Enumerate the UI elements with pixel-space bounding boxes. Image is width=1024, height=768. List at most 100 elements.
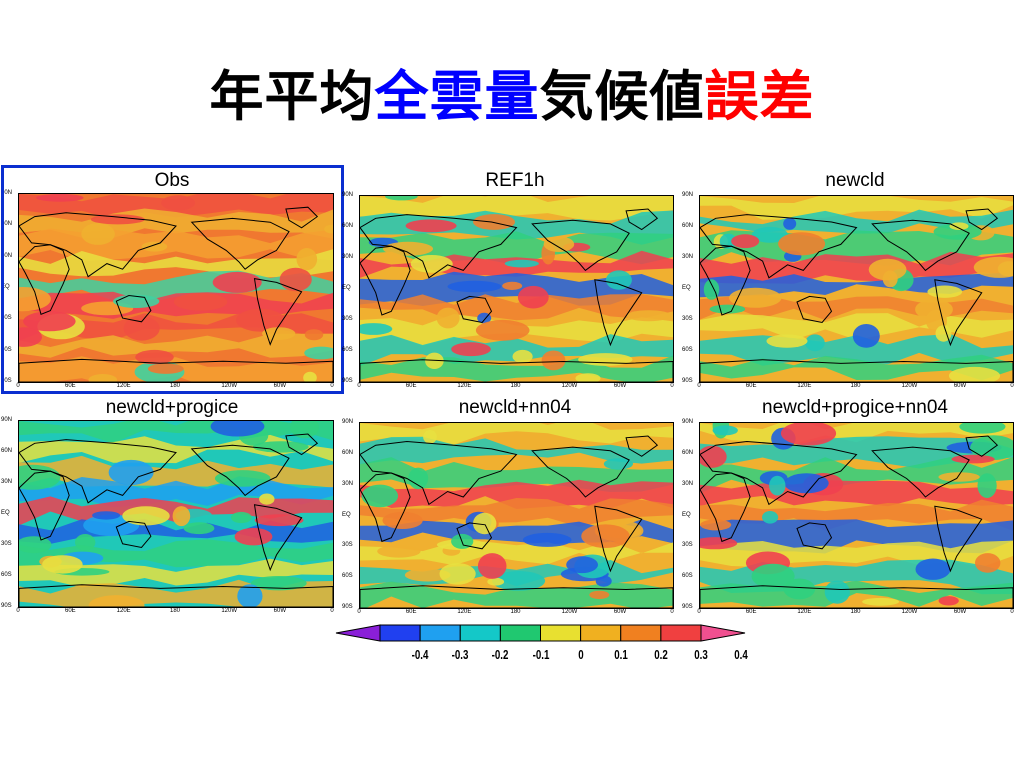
longitude-label: 180: [510, 383, 521, 389]
coastline: [700, 440, 858, 506]
contour-blob: [385, 196, 418, 201]
contour-blob: [19, 327, 42, 347]
coastline: [19, 244, 70, 315]
coastline: [700, 359, 1013, 382]
latitude-label: 60S: [1, 346, 12, 353]
latitude-label: 90S: [1, 603, 12, 609]
contour-blob: [504, 259, 539, 268]
map-panel: [359, 422, 674, 609]
colorbar-swatch: [459, 624, 501, 642]
contour-blob: [589, 590, 610, 600]
coastline: [456, 522, 493, 550]
contour-blob: [236, 308, 285, 332]
colorbar-tick-label: 0.3: [694, 647, 708, 662]
longitude-label: 180: [850, 609, 861, 615]
contour-blob: [382, 511, 423, 529]
contour-blob: [700, 537, 738, 550]
latitude-label: 30S: [1, 315, 12, 322]
map-panel: [359, 195, 674, 383]
map-field: [19, 421, 333, 607]
longitude-label: 0: [330, 383, 334, 389]
colorbar-tick-label: 0.4: [734, 647, 748, 662]
contour-blob: [173, 293, 228, 311]
contour-blob: [522, 532, 572, 547]
latitude-label: 90N: [1, 190, 13, 196]
contour-blob: [290, 421, 319, 439]
contour-blob: [951, 454, 995, 464]
contour-blob: [108, 459, 154, 486]
contour-blob: [709, 304, 746, 314]
colorbar-left-arrow: [335, 624, 381, 642]
longitude-label: 120W: [901, 383, 918, 389]
map-panel: [18, 420, 334, 608]
contour-blob: [626, 310, 672, 322]
latitude-label: 60S: [342, 347, 353, 353]
contour-blob: [762, 511, 779, 524]
contour-blob: [783, 217, 797, 230]
contour-blob: [783, 578, 816, 600]
contour-blob: [475, 319, 530, 341]
contour-blob: [712, 425, 738, 436]
latitude-label: EQ: [342, 285, 351, 291]
contour-blob: [938, 472, 980, 482]
coastline: [115, 294, 152, 323]
contour-blob: [566, 556, 598, 574]
panel-title: newcld+progice: [105, 397, 239, 418]
contour-blob: [973, 256, 1013, 278]
contour-blob: [852, 324, 880, 348]
longitude-label: 180: [169, 383, 180, 389]
latitude-label: 30S: [1, 541, 12, 547]
contour-blob: [212, 271, 262, 293]
contour-blob: [19, 536, 52, 554]
contour-blob: [408, 467, 429, 490]
title-part-3: 気候値: [539, 65, 705, 128]
colorbar-swatch: [379, 624, 421, 642]
contour-blob: [778, 232, 826, 256]
longitude-label: 60E: [405, 609, 417, 615]
contour-blob: [862, 597, 900, 606]
latitude-label: 30N: [1, 252, 13, 259]
coastline: [19, 358, 333, 382]
contour-band: [19, 558, 333, 588]
contour-blob: [304, 346, 333, 360]
coastline: [796, 295, 833, 324]
contour-blob: [700, 445, 727, 468]
contour-blob: [19, 287, 51, 312]
contour-blob: [404, 568, 451, 582]
colorbar-swatch: [620, 624, 662, 642]
contour-blob: [405, 219, 457, 233]
latitude-label: 90N: [682, 419, 694, 425]
longitude-label: 120W: [221, 383, 238, 389]
highlight-box: [1, 165, 344, 394]
latitude-label: 90N: [342, 419, 354, 425]
contour-blob: [141, 241, 168, 252]
contour-blob: [949, 222, 969, 230]
contour-blob: [780, 423, 837, 446]
colorbar-swatch: [499, 624, 542, 642]
contour-blob: [935, 325, 952, 342]
contour-blob: [473, 512, 497, 535]
longitude-label: 0: [697, 609, 701, 615]
longitude-label: 60W: [613, 383, 627, 389]
contour-blob: [210, 421, 265, 437]
contour-band: [360, 498, 673, 527]
contour-blob: [361, 484, 399, 508]
coastline: [253, 277, 303, 346]
coastline: [190, 444, 290, 497]
colorbar-right-arrow: [700, 624, 746, 642]
longitude-label: 0: [670, 383, 674, 389]
contour-blob: [254, 514, 304, 527]
map-field: [700, 423, 1013, 608]
colorbar-tick-label: 0.2: [654, 647, 668, 662]
contour-band: [360, 196, 673, 221]
contour-band: [700, 209, 1013, 234]
contour-blob: [473, 214, 515, 230]
longitude-label: 60E: [64, 608, 76, 614]
longitude-label: 120W: [561, 609, 578, 615]
contour-blob: [492, 571, 546, 591]
colorbar-tick-label: -0.1: [532, 647, 549, 662]
contour-band: [700, 436, 1013, 469]
contour-blob: [882, 270, 898, 288]
contour-blob: [383, 241, 433, 256]
contour-blob: [915, 558, 951, 580]
